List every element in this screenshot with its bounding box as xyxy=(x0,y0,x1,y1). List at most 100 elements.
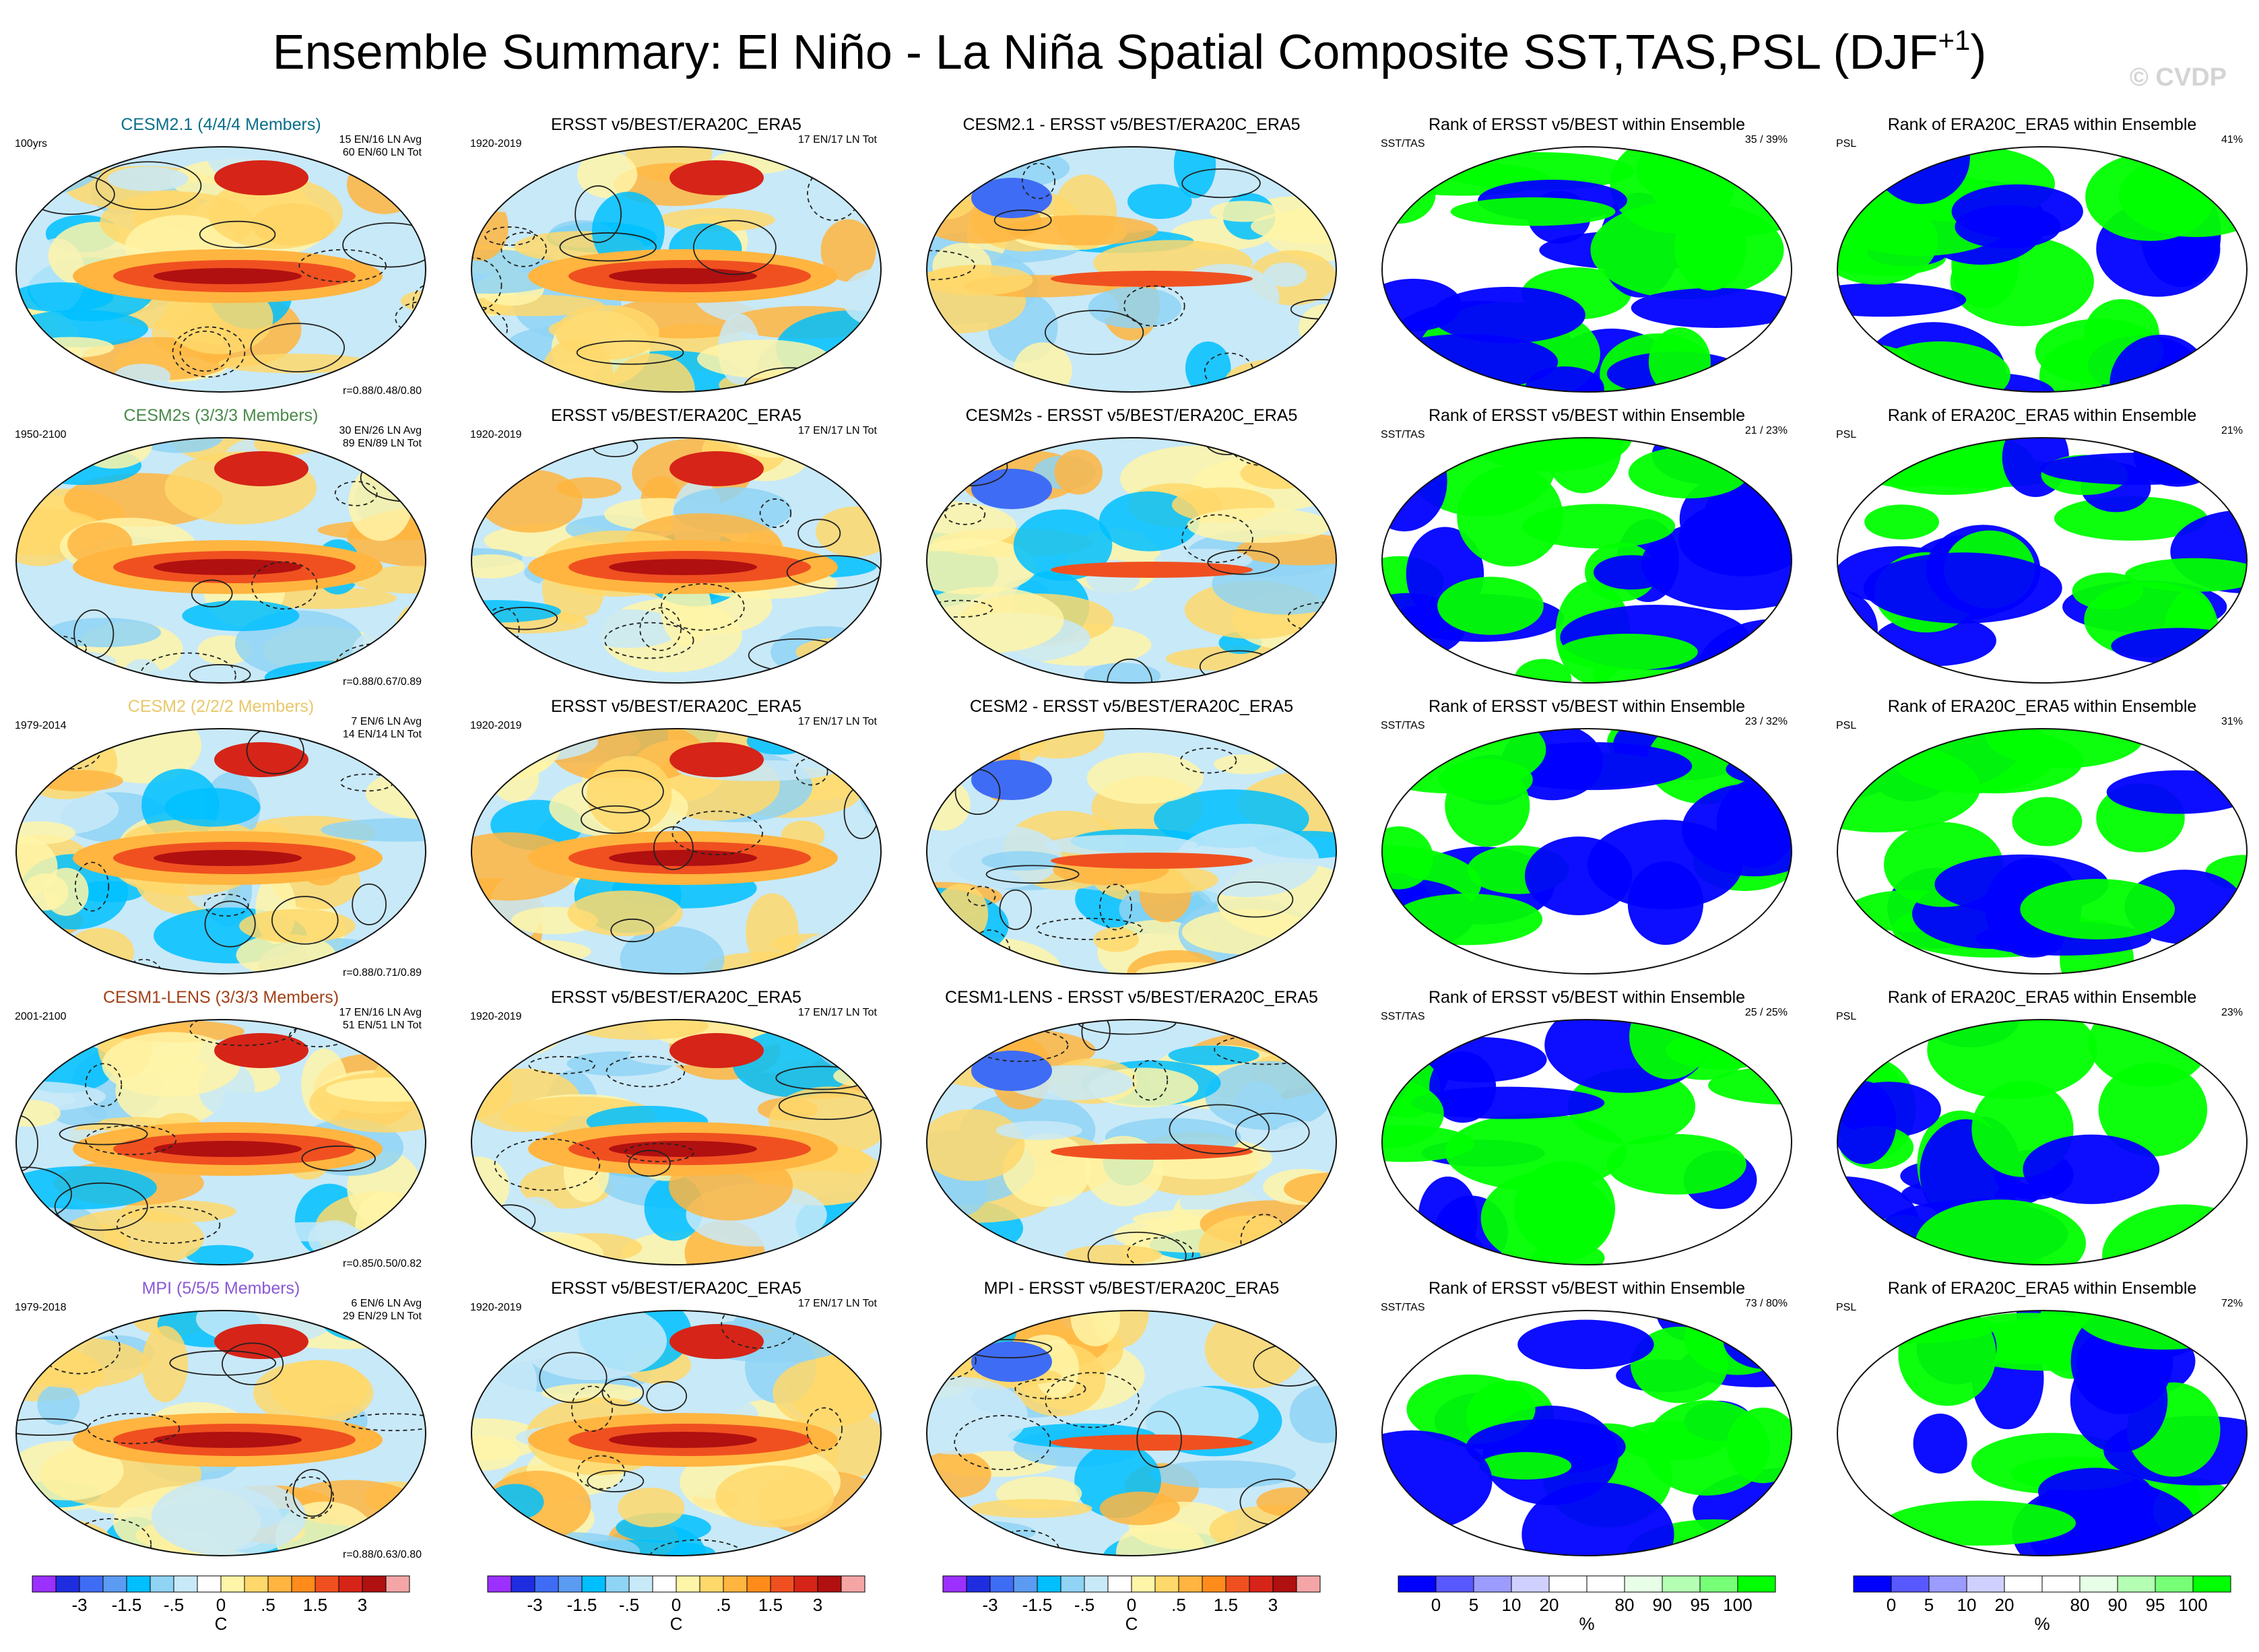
period-label: 1950-2100 xyxy=(15,429,67,440)
map-rank-sst xyxy=(1381,728,1792,974)
panel-title: ERSST v5/BEST/ERA20C_ERA5 xyxy=(551,115,801,134)
figure-title-text: Ensemble Summary: El Niño - La Niña Spat… xyxy=(272,26,1938,79)
panel-obs: ERSST v5/BEST/ERA20C_ERA5 1920-2019 17 EN/… xyxy=(461,696,892,985)
map-diff xyxy=(926,437,1337,684)
variable-label: SST/TAS xyxy=(1381,1302,1425,1313)
event-counts: 17 EN/17 LN Tot xyxy=(797,716,877,727)
rank-percent: 72% xyxy=(2221,1298,2243,1309)
period-label: 100yrs xyxy=(15,138,48,150)
event-counts-avg: 17 EN/16 LN Avg xyxy=(339,1007,422,1018)
panel-title: Rank of ERSST v5/BEST within Ensemble xyxy=(1428,406,1746,425)
variable-label: PSL xyxy=(1836,1011,1857,1022)
event-counts: 17 EN/17 LN Tot xyxy=(797,1298,877,1309)
panel-title: CESM1-LENS - ERSST v5/BEST/ERA20C_ERA5 xyxy=(945,988,1318,1007)
map-rank-psl xyxy=(1837,1019,2248,1265)
panel-title: CESM1-LENS (3/3/3 Members) xyxy=(102,988,339,1007)
period-label: 1920-2019 xyxy=(470,1011,522,1022)
panel-diff: MPI - ERSST v5/BEST/ERA20C_ERA5 xyxy=(916,1278,1347,1566)
panel-title: CESM2.1 - ERSST v5/BEST/ERA20C_ERA5 xyxy=(962,115,1301,134)
map-rank-psl xyxy=(1837,728,2248,974)
variable-label: PSL xyxy=(1836,720,1857,731)
panel-title: CESM2s (3/3/3 Members) xyxy=(123,406,319,425)
panel-title: CESM2s - ERSST v5/BEST/ERA20C_ERA5 xyxy=(965,406,1298,425)
pattern-correlation: r=0.88/0.63/0.80 xyxy=(343,1549,422,1560)
panel-rank-sst: Rank of ERSST v5/BEST within Ensemble SST… xyxy=(1371,1278,1802,1566)
figure-title-superscript: +1 xyxy=(1938,24,1971,56)
event-counts: 7 EN/6 LN Avg 14 EN/14 LN Tot xyxy=(343,715,422,741)
map-ensemble xyxy=(15,1310,426,1556)
panel-rank-sst: Rank of ERSST v5/BEST within Ensemble SST… xyxy=(1371,987,1802,1276)
pattern-correlation: r=0.88/0.71/0.89 xyxy=(343,967,422,979)
panel-title: Rank of ERSST v5/BEST within Ensemble xyxy=(1428,988,1746,1007)
map-rank-sst xyxy=(1381,437,1792,684)
event-counts: 30 EN/26 LN Avg 89 EN/89 LN Tot xyxy=(339,424,422,450)
panel-title: MPI - ERSST v5/BEST/ERA20C_ERA5 xyxy=(983,1279,1280,1298)
panel-title: Rank of ERA20C_ERA5 within Ensemble xyxy=(1887,697,2197,716)
period-label: 1920-2019 xyxy=(470,429,522,440)
event-counts-avg: 30 EN/26 LN Avg xyxy=(339,425,422,436)
event-counts: 17 EN/16 LN Avg 51 EN/51 LN Tot xyxy=(339,1006,422,1032)
panel-title: MPI (5/5/5 Members) xyxy=(141,1279,300,1298)
panel-title: Rank of ERA20C_ERA5 within Ensemble xyxy=(1887,1279,2197,1298)
event-counts: 17 EN/17 LN Tot xyxy=(797,134,877,145)
panel-title: Rank of ERA20C_ERA5 within Ensemble xyxy=(1887,115,2197,134)
event-counts-tot: 14 EN/14 LN Tot xyxy=(342,729,422,740)
variable-label: PSL xyxy=(1836,1302,1857,1313)
event-counts: 17 EN/17 LN Tot xyxy=(797,425,877,436)
pattern-correlation: r=0.88/0.67/0.89 xyxy=(343,676,422,688)
panel-title: ERSST v5/BEST/ERA20C_ERA5 xyxy=(551,406,801,425)
panel-title: Rank of ERSST v5/BEST within Ensemble xyxy=(1428,115,1746,134)
panel-ensemble: CESM2.1 (4/4/4 Members) 100yrs 15 EN/16 LN… xyxy=(5,114,436,403)
panel-rank-sst: Rank of ERSST v5/BEST within Ensemble SST… xyxy=(1371,405,1802,694)
panel-rank-sst: Rank of ERSST v5/BEST within Ensemble SST… xyxy=(1371,696,1802,985)
map-ensemble xyxy=(15,1019,426,1265)
panel-ensemble: MPI (5/5/5 Members) 1979-2018 6 EN/6 LN Av… xyxy=(5,1278,436,1566)
period-label: 1920-2019 xyxy=(470,720,522,731)
panel-title: CESM2 (2/2/2 Members) xyxy=(127,697,315,716)
panel-ensemble: CESM2 (2/2/2 Members) 1979-2014 7 EN/6 LN … xyxy=(5,696,436,985)
panel-title: ERSST v5/BEST/ERA20C_ERA5 xyxy=(551,1279,801,1298)
panel-title: Rank of ERSST v5/BEST within Ensemble xyxy=(1428,1279,1746,1298)
event-counts-tot: 60 EN/60 LN Tot xyxy=(342,147,422,158)
map-obs xyxy=(471,146,882,393)
variable-label: SST/TAS xyxy=(1381,720,1425,731)
event-counts-tot: 29 EN/29 LN Tot xyxy=(342,1311,422,1322)
map-diff xyxy=(926,1310,1337,1556)
rank-percent: 35 / 39% xyxy=(1744,134,1788,145)
rank-percent: 25 / 25% xyxy=(1744,1007,1788,1018)
panel-diff: CESM2s - ERSST v5/BEST/ERA20C_ERA5 xyxy=(916,405,1347,694)
rank-percent: 21 / 23% xyxy=(1744,425,1788,436)
map-rank-psl xyxy=(1837,1310,2248,1556)
period-label: 1920-2019 xyxy=(470,1302,522,1313)
period-label: 1979-2018 xyxy=(15,1302,67,1313)
map-ensemble xyxy=(15,437,426,684)
panel-ensemble: CESM1-LENS (3/3/3 Members) 2001-2100 17 EN… xyxy=(5,987,436,1276)
panel-diff: CESM2 - ERSST v5/BEST/ERA20C_ERA5 xyxy=(916,696,1347,985)
map-obs xyxy=(471,728,882,974)
panel-title: ERSST v5/BEST/ERA20C_ERA5 xyxy=(551,697,801,716)
panel-title: CESM2.1 (4/4/4 Members) xyxy=(121,115,321,134)
panel-title: ERSST v5/BEST/ERA20C_ERA5 xyxy=(551,988,801,1007)
variable-label: PSL xyxy=(1836,429,1857,440)
variable-label: SST/TAS xyxy=(1381,138,1425,150)
event-counts: 15 EN/16 LN Avg 60 EN/60 LN Tot xyxy=(339,133,422,159)
map-ensemble xyxy=(15,728,426,974)
map-rank-sst xyxy=(1381,1310,1792,1556)
panel-obs: ERSST v5/BEST/ERA20C_ERA5 1920-2019 17 EN/… xyxy=(461,987,892,1276)
map-rank-psl xyxy=(1837,437,2248,684)
panel-rank-psl: Rank of ERA20C_ERA5 within Ensemble PSL 72… xyxy=(1827,1278,2258,1566)
event-counts-tot: 89 EN/89 LN Tot xyxy=(342,438,422,449)
rank-percent: 31% xyxy=(2221,716,2243,727)
rank-percent: 23 / 32% xyxy=(1744,716,1788,727)
panel-title: Rank of ERA20C_ERA5 within Ensemble xyxy=(1887,406,2197,425)
figure-title: Ensemble Summary: El Niño - La Niña Spat… xyxy=(0,24,2259,81)
panel-title: CESM2 - ERSST v5/BEST/ERA20C_ERA5 xyxy=(969,697,1294,716)
panel-title: Rank of ERSST v5/BEST within Ensemble xyxy=(1428,697,1746,716)
panel-diff: CESM2.1 - ERSST v5/BEST/ERA20C_ERA5 xyxy=(916,114,1347,403)
copyright-label: © CVDP xyxy=(2129,63,2227,92)
panel-diff: CESM1-LENS - ERSST v5/BEST/ERA20C_ERA5 xyxy=(916,987,1347,1276)
rank-percent: 23% xyxy=(2221,1007,2243,1018)
panel-rank-psl: Rank of ERA20C_ERA5 within Ensemble PSL 21… xyxy=(1827,405,2258,694)
variable-label: SST/TAS xyxy=(1381,1011,1425,1022)
